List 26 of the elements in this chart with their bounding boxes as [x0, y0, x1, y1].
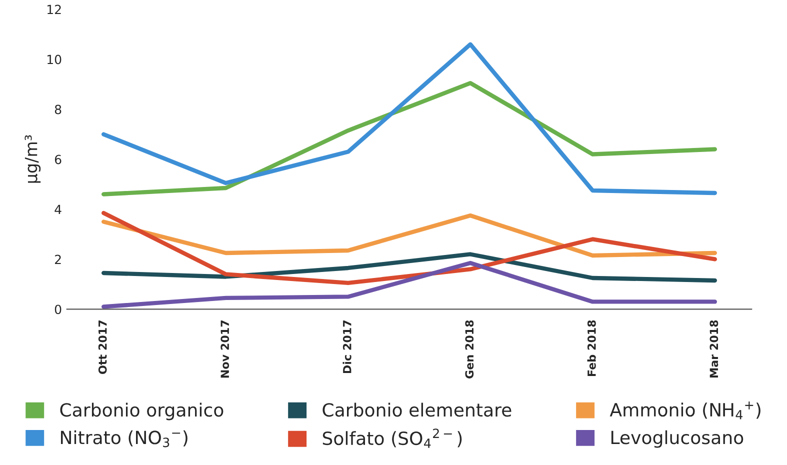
- y-tick-label: 2: [54, 254, 61, 264]
- line-series: [101, 210, 717, 286]
- y-tick-label: 6: [54, 154, 62, 164]
- line-series: [101, 80, 717, 196]
- x-tick-label: Dic 2017: [342, 320, 352, 374]
- y-tick-label: 12: [48, 4, 61, 14]
- x-tick-label: Mar 2018: [710, 320, 718, 378]
- legend-label: Carbonio organico: [60, 402, 224, 420]
- line-series: [101, 42, 717, 196]
- legend-label: Carbonio elementare: [322, 402, 512, 417]
- legend-label: Ammonio (NH$_{4}$$^{+}$): [610, 401, 760, 420]
- y-tick-label: 0: [54, 304, 62, 314]
- x-tick-label: Feb 2018: [587, 320, 596, 376]
- y-axis-title: µg/m³: [24, 135, 41, 183]
- x-tick-label: Ott 2017: [98, 320, 107, 374]
- legend-label: Levoglucosano: [611, 430, 744, 448]
- legend-label: Nitrato (NO$_{3}$$^{−}$): [61, 430, 188, 448]
- y-tick-label: 10: [48, 54, 62, 64]
- x-tick-label: Nov 2017: [220, 320, 230, 378]
- line-series: [101, 213, 717, 258]
- legend-label: Solfato (SO$_{4}$$^{2−}$): [322, 428, 462, 448]
- y-tick-label: 8: [54, 104, 62, 114]
- line-series: [101, 260, 717, 309]
- x-tick-label: Gen 2018: [465, 320, 474, 378]
- y-tick-label: 4: [54, 204, 62, 214]
- line-series: [101, 252, 717, 283]
